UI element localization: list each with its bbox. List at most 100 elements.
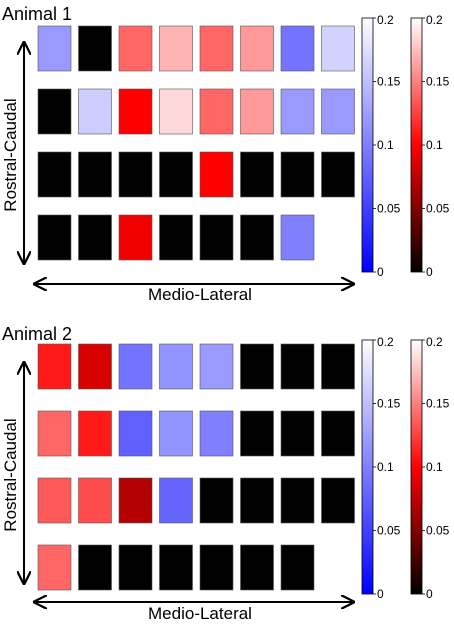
blue-colorbar-ticks: 0 0.05 0.1 0.15 0.2 <box>373 13 401 279</box>
cell-r3-c7 <box>280 151 315 198</box>
cell-r1-c2 <box>78 25 112 72</box>
cell-r4-c6 <box>240 544 274 591</box>
red-colorbar-tick-label: 0.1 <box>426 460 443 474</box>
cell-r3-c7 <box>280 477 315 524</box>
cell-r4-c5 <box>199 214 234 261</box>
cell-r3-c1 <box>37 477 72 524</box>
cell-r1-c5 <box>199 25 234 72</box>
cell-r2-c6 <box>240 410 274 457</box>
red-colorbar-ticks: 0 0.05 0.1 0.15 0.2 <box>422 335 450 601</box>
cell-r3-c8 <box>321 151 355 198</box>
cell-r3-c3 <box>118 477 153 524</box>
cell-r2-c1 <box>37 88 72 135</box>
cell-r2-c1 <box>37 410 72 457</box>
red-colorbar-ticks: 0 0.05 0.1 0.15 0.2 <box>422 13 450 279</box>
cell-r2-c2 <box>78 410 112 457</box>
cell-r4-c7 <box>280 544 315 591</box>
cell-r2-c6 <box>240 88 274 135</box>
blue-colorbar-tick-label: 0.2 <box>377 335 394 349</box>
red-colorbar-tick-label: 0 <box>426 265 433 279</box>
cell-r1-c7 <box>280 25 315 72</box>
cell-r4-c4 <box>159 544 193 591</box>
blue-colorbar-tick-label: 0 <box>377 587 384 601</box>
blue-colorbar-tick-label: 0.05 <box>377 202 401 216</box>
cell-r1-c4 <box>159 343 193 390</box>
blue-colorbar-tick-label: 0.1 <box>377 460 394 474</box>
red-colorbar-tick-label: 0.2 <box>426 13 443 27</box>
red-colorbar-tick-label: 0.05 <box>426 202 450 216</box>
cell-r2-c3 <box>118 410 153 457</box>
cell-r1-c3 <box>118 343 153 390</box>
cell-r4-c1 <box>37 544 72 591</box>
cell-r1-c8 <box>321 25 355 72</box>
cell-r1-c6 <box>240 343 274 390</box>
cell-r3-c2 <box>78 151 112 198</box>
panel-title: Animal 1 <box>2 4 72 24</box>
red-colorbar-tick-label: 0.1 <box>426 138 443 152</box>
red-colorbar-tick-label: 0.05 <box>426 524 450 538</box>
cell-r3-c4 <box>159 151 193 198</box>
cell-r1-c3 <box>118 25 153 72</box>
x-axis-label: Medio-Lateral <box>148 285 252 304</box>
heatmap-grid <box>37 25 355 261</box>
cell-r2-c7 <box>280 88 315 135</box>
cell-r2-c3 <box>118 88 153 135</box>
cell-r2-c7 <box>280 410 315 457</box>
cell-r1-c1 <box>37 25 72 72</box>
cell-r3-c6 <box>240 477 274 524</box>
cell-r1-c5 <box>199 343 234 390</box>
cell-r4-c7 <box>280 214 315 261</box>
cell-r2-c4 <box>159 410 193 457</box>
cell-r1-c1 <box>37 343 72 390</box>
blue-colorbar <box>361 339 374 595</box>
panel-title: Animal 2 <box>2 324 72 344</box>
blue-colorbar-tick-label: 0.1 <box>377 138 394 152</box>
panel-animal-1: Animal 1 Rostral-Caudal Medio-Lateral 00… <box>1 4 450 304</box>
y-axis-label: Rostral-Caudal <box>1 98 20 211</box>
cell-r3-c5 <box>199 151 234 198</box>
cell-r4-c5 <box>199 544 234 591</box>
y-axis-label: Rostral-Caudal <box>1 418 20 531</box>
red-colorbar-tick-label: 0.15 <box>426 397 450 411</box>
cell-r3-c8 <box>321 477 355 524</box>
cell-r1-c4 <box>159 25 193 72</box>
cell-r2-c8 <box>321 410 355 457</box>
cell-r1-c8 <box>321 343 355 390</box>
cell-r3-c6 <box>240 151 274 198</box>
cell-r3-c4 <box>159 477 193 524</box>
cell-r3-c5 <box>199 477 234 524</box>
cell-r4-c6 <box>240 214 274 261</box>
cell-r3-c1 <box>37 151 72 198</box>
red-colorbar-tick-label: 0.15 <box>426 75 450 89</box>
blue-colorbar-tick-label: 0.15 <box>377 397 401 411</box>
red-colorbar <box>410 17 423 273</box>
blue-colorbar-tick-label: 0.2 <box>377 13 394 27</box>
cell-r4-c4 <box>159 214 193 261</box>
cell-r1-c2 <box>78 343 112 390</box>
cell-r2-c4 <box>159 88 193 135</box>
heatmap-grid <box>37 343 355 591</box>
blue-colorbar-tick-label: 0 <box>377 265 384 279</box>
cell-r4-c2 <box>78 544 112 591</box>
cell-r1-c6 <box>240 25 274 72</box>
cell-r2-c5 <box>199 410 234 457</box>
red-colorbar <box>410 339 423 595</box>
cell-r2-c2 <box>78 88 112 135</box>
blue-colorbar-tick-label: 0.15 <box>377 75 401 89</box>
blue-colorbar-tick-label: 0.05 <box>377 524 401 538</box>
cell-r1-c7 <box>280 343 315 390</box>
cell-r4-c1 <box>37 214 72 261</box>
blue-colorbar-ticks: 0 0.05 0.1 0.15 0.2 <box>373 335 401 601</box>
cell-r2-c8 <box>321 88 355 135</box>
cell-r4-c3 <box>118 544 153 591</box>
red-colorbar-tick-label: 0.2 <box>426 335 443 349</box>
cell-r3-c2 <box>78 477 112 524</box>
x-axis-label: Medio-Lateral <box>148 604 252 623</box>
cell-r2-c5 <box>199 88 234 135</box>
cell-r3-c3 <box>118 151 153 198</box>
cell-r4-c3 <box>118 214 153 261</box>
red-colorbar-tick-label: 0 <box>426 587 433 601</box>
panel-animal-2: Animal 2 Rostral-Caudal Medio-Lateral 00… <box>1 324 450 623</box>
blue-colorbar <box>361 17 374 273</box>
